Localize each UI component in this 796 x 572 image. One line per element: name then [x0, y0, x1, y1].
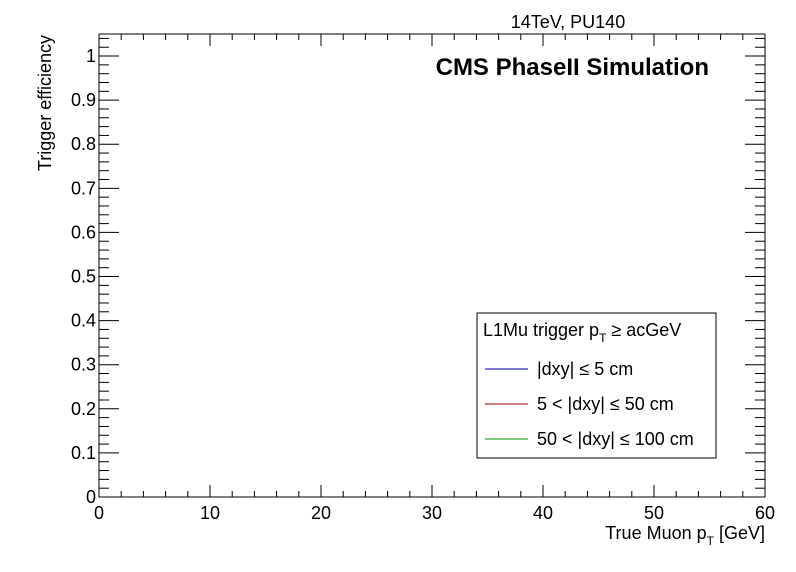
legend-entries: |dxy| ≤ 5 cm 5 < |dxy| ≤ 50 cm 50 < |dxy| … — [485, 359, 694, 449]
legend-entry-label: 50 < |dxy| ≤ 100 cm — [537, 429, 694, 449]
legend-entry-label: |dxy| ≤ 5 cm — [537, 359, 633, 379]
x-axis-tick-labels: 0 10 20 30 40 50 60 — [94, 503, 775, 523]
y-tick-label: 0.8 — [71, 134, 96, 154]
legend-entry-label: 5 < |dxy| ≤ 50 cm — [537, 394, 674, 414]
y-tick-label: 0.2 — [71, 399, 96, 419]
y-tick-label: 0.7 — [71, 178, 96, 198]
top-right-label: 14TeV, PU140 — [511, 12, 625, 32]
legend: L1Mu trigger pT ≥ acGeV |dxy| ≤ 5 cm 5 < … — [476, 312, 717, 459]
y-tick-label: 1 — [86, 46, 96, 66]
x-tick-label: 40 — [533, 503, 553, 523]
legend-header-main: L1Mu trigger p — [483, 320, 599, 340]
y-axis-tick-labels: 0 0.1 0.2 0.3 0.4 0.5 0.6 0.7 0.8 0.9 1 — [71, 46, 96, 507]
y-axis-label: Trigger efficiency — [35, 35, 55, 171]
x-tick-label: 50 — [644, 503, 664, 523]
y-tick-label: 0.9 — [71, 90, 96, 110]
legend-header: L1Mu trigger pT ≥ acGeV — [483, 320, 681, 345]
y-tick-label: 0.5 — [71, 267, 96, 287]
y-tick-label: 0.6 — [71, 222, 96, 242]
y-tick-label: 0.1 — [71, 443, 96, 463]
y-axis-ticks — [99, 37, 765, 498]
x-tick-label: 30 — [422, 503, 442, 523]
y-tick-label: 0.4 — [71, 311, 96, 331]
x-axis-label-main: True Muon p — [605, 523, 706, 543]
legend-header-sub: T — [599, 331, 607, 345]
y-tick-label: 0.3 — [71, 355, 96, 375]
legend-header-rest: ≥ acGeV — [606, 320, 681, 340]
legend-box — [476, 312, 717, 459]
x-tick-label: 0 — [94, 503, 104, 523]
x-axis-label-sub: T — [707, 534, 715, 548]
x-tick-label: 60 — [755, 503, 775, 523]
x-axis-ticks — [98, 34, 766, 497]
x-tick-label: 20 — [311, 503, 331, 523]
x-axis-label-unit: [GeV] — [714, 523, 765, 543]
x-tick-label: 10 — [200, 503, 220, 523]
x-axis-label: True Muon pT [GeV] — [605, 523, 765, 548]
chart-title: CMS PhaseII Simulation — [436, 54, 709, 81]
y-tick-label: 0 — [86, 487, 96, 507]
